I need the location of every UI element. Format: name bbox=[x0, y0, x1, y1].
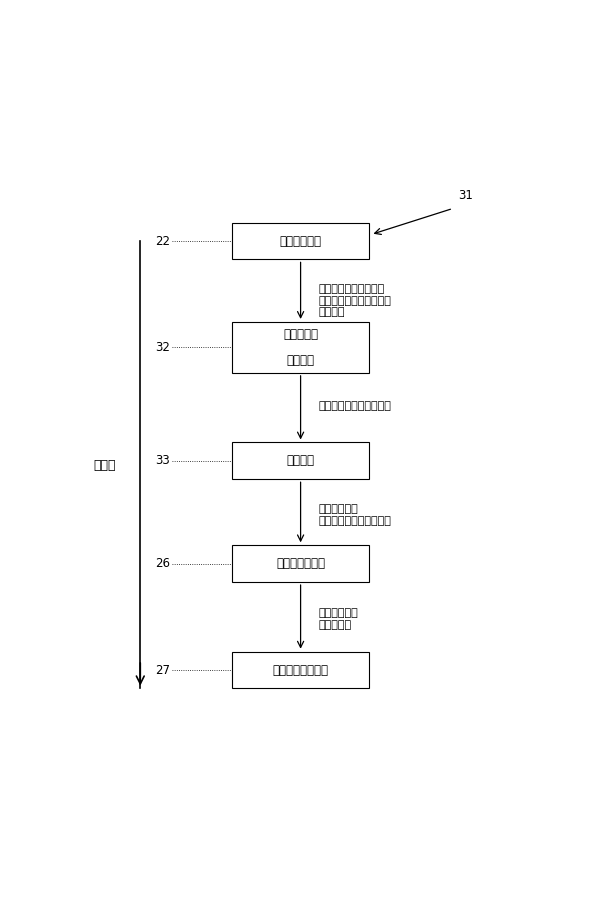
FancyBboxPatch shape bbox=[232, 652, 369, 689]
Text: 表層仕上げ工程: 表層仕上げ工程 bbox=[276, 557, 325, 570]
Text: 31: 31 bbox=[458, 189, 473, 202]
Text: 27: 27 bbox=[155, 663, 170, 677]
FancyBboxPatch shape bbox=[232, 223, 369, 260]
Text: ロータリで、
表層仕上げ: ロータリで、 表層仕上げ bbox=[319, 609, 359, 630]
Text: 麹又は微生物発酵液散布: 麹又は微生物発酵液散布 bbox=[319, 402, 392, 412]
Text: 雑草粉砕工程: 雑草粉砕工程 bbox=[280, 235, 322, 248]
Text: 混合工程: 混合工程 bbox=[287, 454, 314, 467]
Text: トラクタ等に連結した
ハンマーナイフなどで、
雑草粉砕: トラクタ等に連結した ハンマーナイフなどで、 雑草粉砕 bbox=[319, 285, 392, 318]
Text: 散布工程: 散布工程 bbox=[287, 354, 314, 367]
FancyBboxPatch shape bbox=[232, 545, 369, 582]
Text: 26: 26 bbox=[155, 557, 170, 570]
Text: 約１日: 約１日 bbox=[94, 459, 116, 472]
FancyBboxPatch shape bbox=[232, 321, 369, 373]
Text: 33: 33 bbox=[155, 454, 170, 467]
FancyBboxPatch shape bbox=[232, 442, 369, 479]
Text: 微生物酵素: 微生物酵素 bbox=[283, 328, 318, 341]
Text: ロータリで、
表層１０－２０ｃｍ撹拌: ロータリで、 表層１０－２０ｃｍ撹拌 bbox=[319, 504, 392, 526]
Text: 播種・苗植え工程: 播種・苗植え工程 bbox=[272, 663, 329, 677]
Text: 32: 32 bbox=[155, 341, 170, 354]
Text: 22: 22 bbox=[155, 235, 170, 248]
